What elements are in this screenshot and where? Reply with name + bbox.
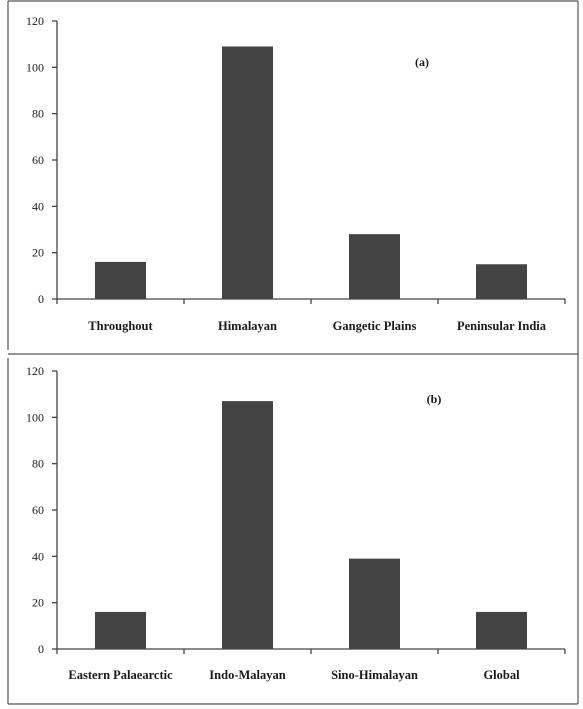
x-category-label: Indo-Malayan	[209, 668, 285, 682]
panel-label: (b)	[427, 392, 442, 406]
x-category-label: Throughout	[88, 319, 153, 333]
y-tick-label: 40	[32, 199, 44, 213]
y-tick-label: 20	[32, 596, 44, 610]
bar-peninsular-india	[476, 264, 527, 299]
y-tick-label: 40	[32, 549, 44, 563]
bar-gangetic-plains	[349, 234, 400, 299]
y-tick-label: 120	[26, 14, 44, 28]
y-tick-label: 100	[26, 60, 44, 74]
x-category-label: Himalayan	[218, 319, 277, 333]
x-category-label: Peninsular India	[457, 319, 547, 333]
x-category-label: Global	[483, 668, 520, 682]
y-tick-label: 0	[38, 292, 44, 306]
panel-label: (a)	[415, 55, 429, 69]
x-category-label: Eastern Palaearctic	[68, 668, 173, 682]
y-tick-label: 60	[32, 153, 44, 167]
bar-sino-himalayan	[349, 558, 400, 649]
x-category-label: Sino-Himalayan	[331, 668, 418, 682]
chart-panel-b: 0 20 40 60 80 100 120 Eastern Palaearctic Indo-M…	[26, 364, 566, 682]
bar-global	[476, 611, 527, 649]
bar-throughout	[95, 261, 146, 299]
y-tick-label: 60	[32, 503, 44, 517]
chart-panel-a: 0 20 40 60 80 100 120 Throughout Himalayan Ganget…	[26, 14, 566, 333]
y-tick-label: 120	[26, 364, 44, 378]
y-tick-label: 20	[32, 246, 44, 260]
y-tick-label: 80	[32, 457, 44, 471]
y-tick-label: 100	[26, 410, 44, 424]
bar-himalayan	[222, 46, 273, 299]
y-tick-label: 0	[38, 642, 44, 656]
y-tick-label: 80	[32, 107, 44, 121]
x-category-label: Gangetic Plains	[333, 319, 417, 333]
bar-indo-malayan	[222, 401, 273, 649]
bar-eastern-palaearctic	[95, 611, 146, 649]
